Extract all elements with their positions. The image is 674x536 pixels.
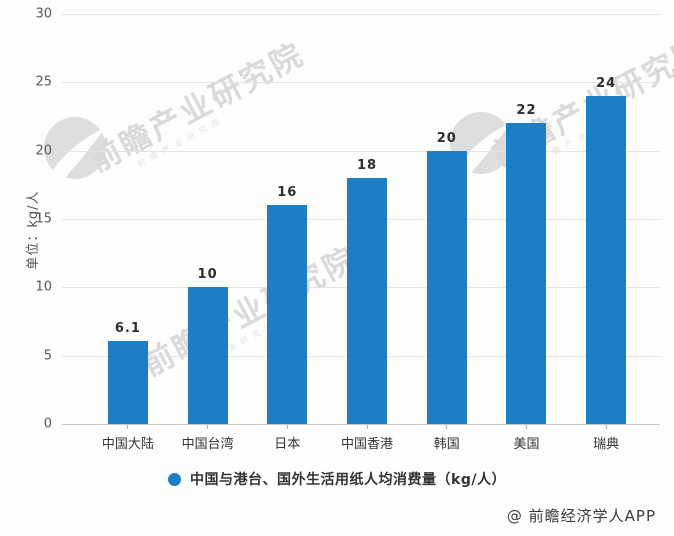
- x-axis-category: 瑞典: [566, 424, 646, 452]
- bar-group: 24: [566, 14, 646, 424]
- x-category-label: 中国香港: [341, 437, 394, 452]
- x-category-label: 美国: [513, 437, 540, 452]
- bar-value-label: 18: [356, 158, 378, 173]
- x-tick-mark: [286, 424, 288, 429]
- x-axis-category: 中国台湾: [168, 424, 248, 452]
- x-category-label: 中国大陆: [101, 437, 154, 452]
- bar: [506, 123, 547, 424]
- gridline: [62, 150, 660, 152]
- attribution: @ 前瞻经济学人APP: [506, 507, 656, 525]
- bar-value-label: 6.1: [114, 320, 141, 336]
- x-category-label: 瑞典: [593, 437, 620, 452]
- bar: [347, 178, 388, 424]
- bar: [426, 150, 467, 424]
- bar-value-label: 20: [436, 130, 457, 146]
- bar: [267, 205, 308, 424]
- x-tick-mark: [446, 424, 448, 429]
- x-axis-category: 日本: [247, 424, 327, 452]
- x-tick-mark: [207, 424, 209, 429]
- x-tick-mark: [366, 424, 368, 429]
- y-tick-label: 5: [43, 348, 52, 364]
- bar-value-label: 16: [277, 185, 298, 201]
- bar-value-label: 24: [596, 76, 617, 91]
- bar-group: 22: [487, 14, 567, 424]
- x-axis-line: [62, 424, 660, 425]
- y-tick-label: 20: [35, 143, 52, 159]
- bar-group: 20: [407, 14, 487, 424]
- x-category-label: 中国台湾: [181, 437, 234, 452]
- x-category-label: 韩国: [433, 437, 460, 452]
- y-tick-label: 30: [35, 6, 52, 22]
- legend-marker-icon: [168, 472, 182, 486]
- x-tick-mark: [605, 424, 607, 429]
- bar-value-label: 10: [197, 267, 218, 283]
- bar: [187, 287, 228, 424]
- bar-group: 10: [168, 14, 248, 424]
- gridline: [62, 82, 660, 84]
- x-axis-labels: 中国大陆 中国台湾 日本 中国香港 韩国 美国 瑞典: [88, 424, 646, 452]
- x-tick-mark: [525, 424, 527, 429]
- y-tick-label: 25: [35, 74, 52, 90]
- bar-group: 18: [327, 14, 407, 424]
- x-axis-category: 美国: [487, 424, 567, 452]
- plot-area: 6.1 10 16 18 20 22 24: [88, 14, 646, 424]
- x-tick-mark: [127, 424, 129, 429]
- y-tick-label: 0: [43, 416, 52, 432]
- y-tick-label: 15: [35, 211, 52, 227]
- x-category-label: 日本: [274, 437, 301, 452]
- gridline: [62, 14, 660, 15]
- bar: [107, 340, 148, 424]
- x-axis-category: 中国香港: [327, 424, 407, 452]
- x-axis-category: 中国大陆: [88, 424, 168, 452]
- globe-watermark-icon: [44, 117, 106, 179]
- bar-group: 16: [247, 14, 327, 424]
- legend-label: 中国与港台、国外生活用纸人均消费量（kg/人）: [190, 472, 506, 488]
- bar-value-label: 22: [516, 103, 537, 119]
- y-tick-label: 10: [35, 279, 52, 295]
- bar-group: 6.1: [88, 14, 168, 424]
- x-axis-category: 韩国: [407, 424, 487, 452]
- legend: 中国与港台、国外生活用纸人均消费量（kg/人）: [0, 469, 674, 489]
- bar: [586, 96, 627, 424]
